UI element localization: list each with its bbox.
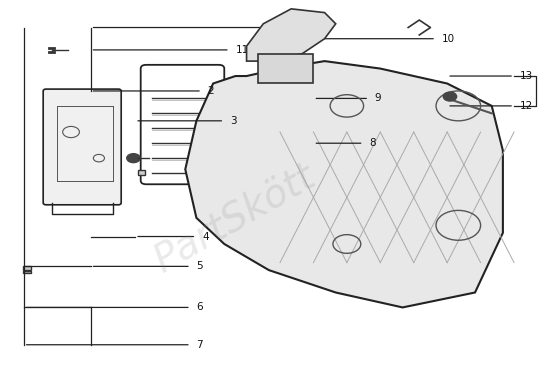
Text: 11: 11: [235, 45, 249, 55]
Text: 7: 7: [197, 340, 203, 350]
Text: PartSkött: PartSkött: [148, 156, 323, 279]
Text: 12: 12: [520, 101, 533, 111]
Text: 9: 9: [375, 93, 381, 103]
Text: 3: 3: [230, 116, 236, 126]
Circle shape: [444, 92, 456, 101]
Polygon shape: [258, 54, 314, 83]
Text: 4: 4: [202, 232, 209, 241]
Text: 10: 10: [442, 34, 455, 44]
Text: 8: 8: [369, 138, 376, 148]
Bar: [22, 266, 31, 270]
Text: 2: 2: [208, 86, 214, 96]
Text: 6: 6: [197, 302, 203, 312]
Bar: [22, 271, 31, 273]
Text: 1: 1: [274, 23, 281, 32]
Polygon shape: [246, 9, 336, 61]
Circle shape: [127, 154, 140, 163]
FancyBboxPatch shape: [43, 89, 121, 205]
Text: 5: 5: [197, 261, 203, 271]
Bar: [138, 170, 144, 175]
Polygon shape: [185, 61, 503, 308]
Text: 13: 13: [520, 71, 533, 81]
